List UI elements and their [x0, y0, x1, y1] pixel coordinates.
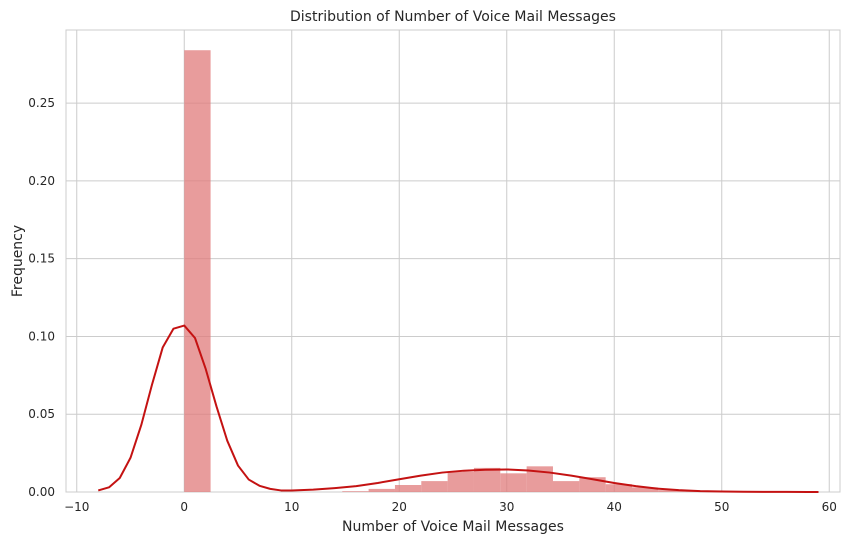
y-tick-label: 0.15 [28, 252, 55, 266]
y-tick-label: 0.05 [28, 407, 55, 421]
histogram-bar [342, 491, 368, 492]
y-tick-label: 0.10 [28, 329, 55, 343]
x-tick-label: 10 [284, 500, 299, 514]
y-axis-ticks: 0.00 0.05 0.10 0.15 0.20 0.25 [28, 96, 55, 499]
y-tick-label: 0.20 [28, 174, 55, 188]
histogram-bar [395, 485, 421, 492]
histogram-bar [184, 50, 210, 492]
histogram-bar [500, 473, 526, 492]
y-axis-label: Frequency [10, 225, 26, 297]
histogram-bar [369, 489, 395, 492]
histogram-bar [474, 468, 500, 492]
histogram-bar [448, 472, 474, 492]
x-tick-label: 30 [499, 500, 514, 514]
y-tick-label: 0.00 [28, 485, 55, 499]
histogram-bar [421, 481, 447, 492]
x-tick-label: 20 [392, 500, 407, 514]
chart-title: Distribution of Number of Voice Mail Mes… [290, 9, 616, 25]
plot-background [66, 30, 840, 492]
y-tick-label: 0.25 [28, 96, 55, 110]
x-axis-label: Number of Voice Mail Messages [342, 519, 564, 535]
x-tick-label: 0 [180, 500, 188, 514]
x-tick-label: −10 [64, 500, 89, 514]
x-axis-ticks: −10 0 10 20 30 40 50 60 [64, 500, 837, 514]
histogram-bar [553, 481, 579, 492]
x-tick-label: 40 [607, 500, 622, 514]
x-tick-label: 50 [714, 500, 729, 514]
x-tick-label: 60 [822, 500, 837, 514]
